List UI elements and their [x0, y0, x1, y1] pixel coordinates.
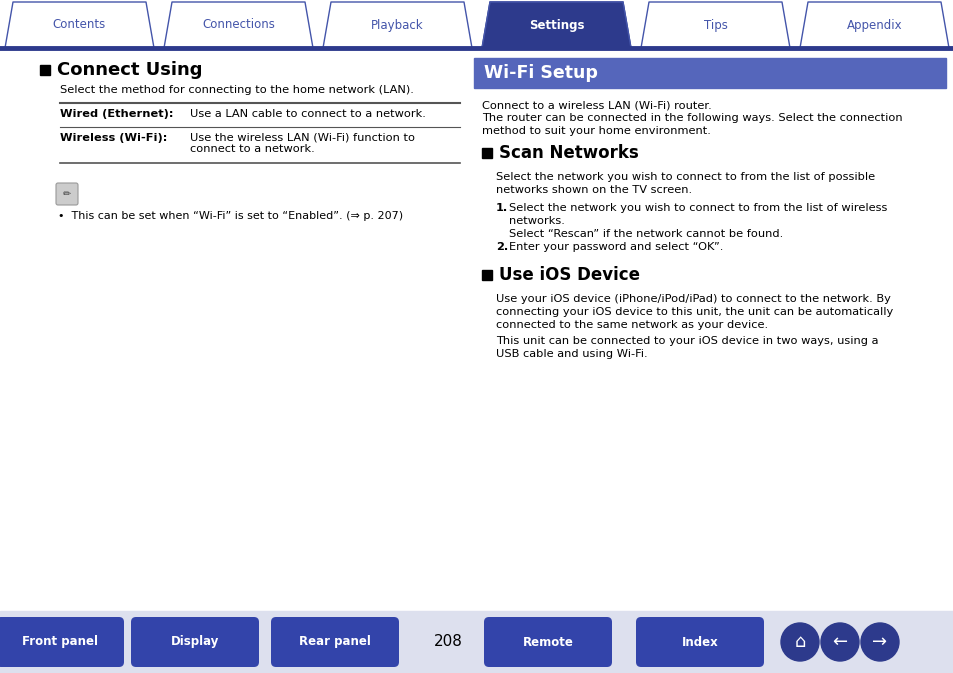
Circle shape: [861, 623, 898, 661]
Text: Select the network you wish to connect to from the list of possible: Select the network you wish to connect t…: [496, 172, 874, 182]
Text: Use a LAN cable to connect to a network.: Use a LAN cable to connect to a network.: [190, 109, 425, 119]
Text: 208: 208: [433, 635, 462, 649]
Text: 1.: 1.: [496, 203, 508, 213]
Text: ⌂: ⌂: [794, 633, 805, 651]
Text: Scan Networks: Scan Networks: [498, 144, 639, 162]
Text: Wireless (Wi-Fi):: Wireless (Wi-Fi):: [60, 133, 167, 143]
Text: connected to the same network as your device.: connected to the same network as your de…: [496, 320, 767, 330]
Text: Use iOS Device: Use iOS Device: [498, 266, 639, 284]
Text: Select “Rescan” if the network cannot be found.: Select “Rescan” if the network cannot be…: [509, 229, 782, 239]
Text: Index: Index: [680, 635, 718, 649]
FancyBboxPatch shape: [0, 617, 124, 667]
Text: Enter your password and select “OK”.: Enter your password and select “OK”.: [509, 242, 722, 252]
Text: ✏: ✏: [63, 189, 71, 199]
FancyBboxPatch shape: [271, 617, 398, 667]
Polygon shape: [164, 2, 313, 48]
Bar: [481, 148, 492, 158]
Text: ←: ←: [832, 633, 846, 651]
Text: •  This can be set when “Wi-Fi” is set to “Enabled”. (⇒ p. 207): • This can be set when “Wi-Fi” is set to…: [58, 211, 403, 221]
Text: Appendix: Appendix: [846, 18, 902, 32]
Bar: [0, 611, 953, 673]
Text: Tips: Tips: [702, 18, 727, 32]
Text: Display: Display: [171, 635, 219, 649]
Text: connect to a network.: connect to a network.: [190, 144, 314, 154]
FancyBboxPatch shape: [636, 617, 763, 667]
Text: connecting your iOS device to this unit, the unit can be automatically: connecting your iOS device to this unit,…: [496, 307, 892, 317]
Text: Playback: Playback: [371, 18, 423, 32]
Text: Connections: Connections: [202, 18, 274, 32]
Polygon shape: [5, 2, 153, 48]
Circle shape: [781, 623, 818, 661]
Polygon shape: [481, 2, 630, 48]
Text: Wired (Ethernet):: Wired (Ethernet):: [60, 109, 173, 119]
Text: 2.: 2.: [496, 242, 508, 252]
FancyBboxPatch shape: [131, 617, 258, 667]
Text: Connect Using: Connect Using: [57, 61, 202, 79]
Text: Rear panel: Rear panel: [298, 635, 371, 649]
Text: Front panel: Front panel: [22, 635, 98, 649]
FancyBboxPatch shape: [483, 617, 612, 667]
Text: networks.: networks.: [509, 216, 564, 226]
Text: Settings: Settings: [528, 18, 583, 32]
Text: USB cable and using Wi-Fi.: USB cable and using Wi-Fi.: [496, 349, 647, 359]
Text: Select the network you wish to connect to from the list of wireless: Select the network you wish to connect t…: [509, 203, 886, 213]
Polygon shape: [323, 2, 472, 48]
Bar: [481, 270, 492, 280]
Polygon shape: [640, 2, 789, 48]
Text: Select the method for connecting to the home network (LAN).: Select the method for connecting to the …: [60, 85, 414, 95]
FancyBboxPatch shape: [56, 183, 78, 205]
Text: Contents: Contents: [52, 18, 106, 32]
Circle shape: [821, 623, 858, 661]
Text: Remote: Remote: [522, 635, 573, 649]
Text: Use the wireless LAN (Wi-Fi) function to: Use the wireless LAN (Wi-Fi) function to: [190, 133, 415, 143]
Text: Connect to a wireless LAN (Wi-Fi) router.: Connect to a wireless LAN (Wi-Fi) router…: [481, 100, 711, 110]
Text: Use your iOS device (iPhone/iPod/iPad) to connect to the network. By: Use your iOS device (iPhone/iPod/iPad) t…: [496, 294, 890, 304]
Text: method to suit your home environment.: method to suit your home environment.: [481, 126, 710, 136]
Text: networks shown on the TV screen.: networks shown on the TV screen.: [496, 185, 691, 195]
Text: This unit can be connected to your iOS device in two ways, using a: This unit can be connected to your iOS d…: [496, 336, 878, 346]
Text: →: →: [872, 633, 886, 651]
Text: The router can be connected in the following ways. Select the connection: The router can be connected in the follo…: [481, 113, 902, 123]
Bar: [40, 65, 50, 75]
Bar: [474, 58, 945, 88]
Text: Wi-Fi Setup: Wi-Fi Setup: [483, 64, 598, 82]
Polygon shape: [800, 2, 948, 48]
